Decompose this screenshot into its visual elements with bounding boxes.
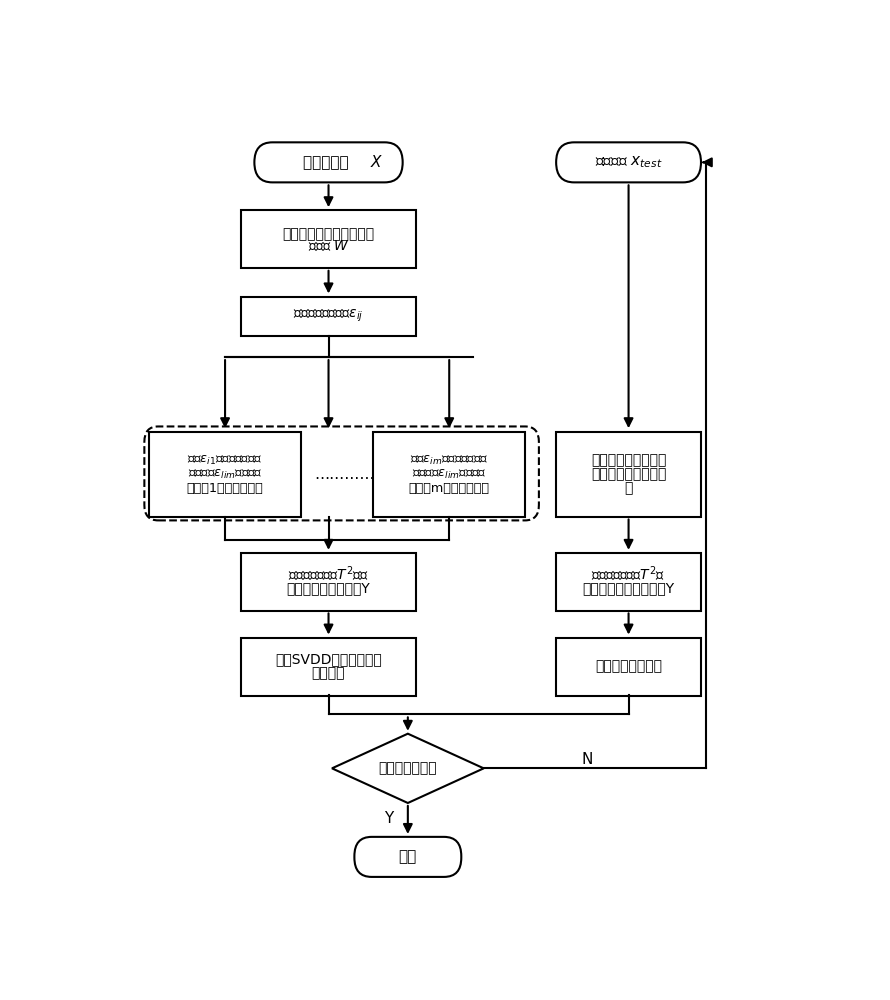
Bar [240, 638, 417, 696]
Text: 系数大于$\varepsilon_{lim}$的慢特征: 系数大于$\varepsilon_{lim}$的慢特征 [188, 468, 263, 481]
Text: 系数大于$\varepsilon_{lim}$的慢特征: 系数大于$\varepsilon_{lim}$的慢特征 [412, 468, 487, 481]
Text: 正常数据集: 正常数据集 [303, 155, 353, 170]
Text: 量，构造新的统计量Y: 量，构造新的统计量Y [287, 581, 370, 595]
Bar [150, 432, 301, 517]
FancyBboxPatch shape [556, 142, 701, 182]
Text: 计算敏感程度系数$\varepsilon_{ij}$: 计算敏感程度系数$\varepsilon_{ij}$ [293, 308, 364, 324]
Text: 根据$\varepsilon_{im}$排序，选择敏感: 根据$\varepsilon_{im}$排序，选择敏感 [410, 454, 489, 467]
Text: 每个子块相对应的空: 每个子块相对应的空 [591, 467, 667, 481]
Bar [556, 638, 701, 696]
Text: 慢特征分析得到慢特征变: 慢特征分析得到慢特征变 [282, 227, 375, 241]
Text: 换矩阵 $\mathit{W}$: 换矩阵 $\mathit{W}$ [308, 239, 350, 254]
FancyBboxPatch shape [354, 837, 461, 877]
Text: 心和半径: 心和半径 [312, 666, 345, 680]
Polygon shape [332, 734, 484, 803]
Text: $\mathit{X}$: $\mathit{X}$ [274, 154, 384, 170]
Text: 计算到球心的距离: 计算到球心的距离 [595, 660, 662, 674]
Text: 计算每个子块的$T^2$统: 计算每个子块的$T^2$统 [592, 565, 666, 584]
Text: 测试样本 $\mathit{x}_{test}$: 测试样本 $\mathit{x}_{test}$ [595, 154, 662, 170]
Bar [240, 297, 417, 336]
Text: 间: 间 [625, 481, 633, 495]
Text: 用于第1个子块的监测: 用于第1个子块的监测 [187, 482, 263, 495]
Bar [240, 210, 417, 268]
Bar [556, 553, 701, 611]
Text: 故障: 故障 [399, 849, 417, 864]
Bar [556, 432, 701, 517]
Text: Y: Y [384, 811, 393, 826]
Bar [240, 553, 417, 611]
Text: …………: ………… [314, 467, 375, 482]
Text: 将测试样本投影到与: 将测试样本投影到与 [591, 453, 667, 467]
Text: 用于第m个子块的监测: 用于第m个子块的监测 [409, 482, 490, 495]
Text: N: N [581, 752, 593, 767]
Bar [374, 432, 525, 517]
Text: 距离大于半径？: 距离大于半径？ [378, 761, 437, 775]
Text: 计算每个子块的$T^2$统计: 计算每个子块的$T^2$统计 [288, 565, 369, 584]
Text: 构建SVDD模型并计算球: 构建SVDD模型并计算球 [275, 652, 382, 666]
Text: 计量，构造新的统计量Y: 计量，构造新的统计量Y [582, 581, 675, 595]
Text: 根据$\varepsilon_{i1}$排序，选择敏感: 根据$\varepsilon_{i1}$排序，选择敏感 [188, 454, 263, 467]
FancyBboxPatch shape [255, 142, 402, 182]
